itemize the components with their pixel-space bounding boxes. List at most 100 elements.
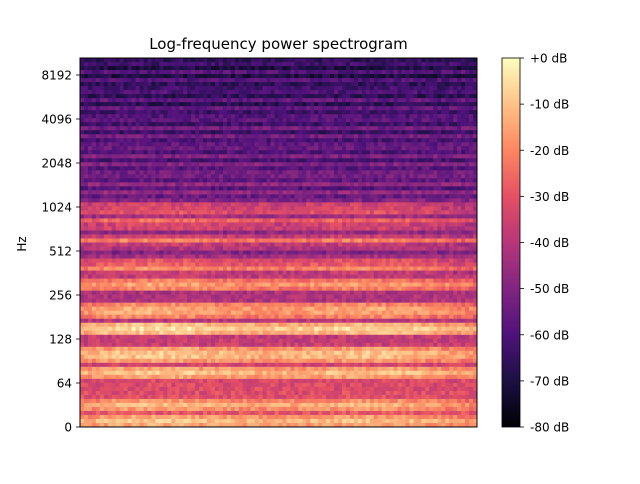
heatmap-cell (187, 134, 192, 139)
heatmap-cell (274, 158, 279, 163)
heatmap-cell (214, 166, 220, 171)
heatmap-cell (123, 110, 129, 115)
heatmap-cell (103, 158, 109, 163)
heatmap-cell (250, 366, 256, 372)
heatmap-cell (238, 130, 244, 135)
heatmap-cell (258, 174, 264, 179)
heatmap-cell (83, 338, 89, 344)
heatmap-cell (187, 358, 192, 364)
heatmap-cell (151, 294, 156, 300)
heatmap-cell (179, 354, 184, 360)
heatmap-cell (274, 402, 279, 408)
heatmap-cell (151, 178, 156, 183)
heatmap-cell (246, 250, 252, 255)
heatmap-cell (159, 386, 164, 392)
heatmap-cell (119, 258, 125, 263)
heatmap-cell (191, 234, 196, 239)
heatmap-cell (139, 82, 144, 87)
heatmap-cell (242, 350, 248, 356)
heatmap-cell (111, 398, 117, 404)
heatmap-cell (143, 250, 148, 255)
heatmap-cell (107, 422, 113, 428)
heatmap-cell (218, 386, 224, 392)
heatmap-cell (83, 230, 89, 235)
heatmap-cell (131, 246, 136, 251)
heatmap-cell (103, 82, 109, 87)
heatmap-cell (203, 98, 208, 103)
heatmap-cell (203, 242, 208, 247)
heatmap-cell (147, 350, 152, 356)
heatmap-cell (119, 386, 125, 392)
heatmap-cell (218, 398, 224, 404)
heatmap-cell (183, 338, 188, 344)
heatmap-cell (286, 310, 291, 316)
heatmap-cell (123, 294, 129, 300)
heatmap-cell (254, 346, 260, 352)
heatmap-cell (143, 74, 148, 79)
heatmap-cell (191, 286, 196, 292)
heatmap-cell (218, 82, 224, 87)
heatmap-cell (123, 94, 129, 99)
heatmap-cell (183, 394, 188, 400)
heatmap-cell (286, 250, 291, 255)
heatmap-cell (195, 366, 200, 372)
heatmap-cell (95, 330, 101, 336)
heatmap-cell (151, 318, 156, 324)
heatmap-cell (195, 114, 200, 119)
heatmap-cell (87, 306, 93, 312)
heatmap-cell (155, 146, 160, 151)
heatmap-cell (99, 406, 105, 412)
heatmap-cell (222, 78, 228, 83)
heatmap-cell (127, 250, 133, 255)
heatmap-cell (274, 346, 279, 352)
heatmap-cell (238, 286, 244, 292)
heatmap-cell (218, 254, 224, 259)
heatmap-cell (207, 278, 212, 284)
heatmap-cell (195, 298, 200, 304)
heatmap-cell (135, 218, 140, 223)
heatmap-cell (290, 338, 295, 344)
heatmap-cell (246, 354, 252, 360)
heatmap-cell (119, 342, 125, 348)
heatmap-cell (111, 286, 117, 292)
heatmap-cell (135, 178, 140, 183)
heatmap-cell (218, 266, 224, 271)
heatmap-cell (115, 118, 121, 123)
heatmap-cell (123, 390, 129, 396)
heatmap-cell (195, 374, 200, 380)
heatmap-cell (250, 350, 256, 356)
heatmap-cell (175, 94, 180, 99)
heatmap-cell (107, 254, 113, 259)
heatmap-cell (167, 394, 172, 400)
heatmap-cell (83, 354, 89, 360)
heatmap-cell (222, 214, 228, 219)
heatmap-cell (119, 214, 125, 219)
heatmap-cell (266, 66, 271, 71)
heatmap-cell (222, 422, 228, 428)
heatmap-cell (123, 394, 129, 400)
heatmap-cell (218, 134, 224, 139)
heatmap-cell (175, 98, 180, 103)
heatmap-cell (207, 102, 212, 107)
heatmap-cell (187, 370, 192, 376)
heatmap-cell (155, 298, 160, 304)
heatmap-cell (131, 350, 136, 356)
heatmap-cell (246, 182, 252, 187)
heatmap-cell (266, 414, 271, 420)
heatmap-cell (282, 302, 287, 308)
heatmap-cell (286, 382, 291, 388)
heatmap-cell (250, 294, 256, 300)
heatmap-cell (163, 382, 168, 388)
heatmap-cell (80, 290, 85, 296)
heatmap-cell (238, 306, 244, 312)
heatmap-cell (262, 126, 267, 131)
heatmap-cell (278, 174, 283, 179)
heatmap-cell (242, 126, 248, 131)
heatmap-cell (195, 174, 200, 179)
heatmap-cell (131, 146, 136, 151)
heatmap-cell (234, 350, 240, 356)
heatmap-cell (199, 378, 204, 384)
heatmap-cell (222, 170, 228, 175)
heatmap-cell (226, 146, 232, 151)
heatmap-cell (179, 402, 184, 408)
